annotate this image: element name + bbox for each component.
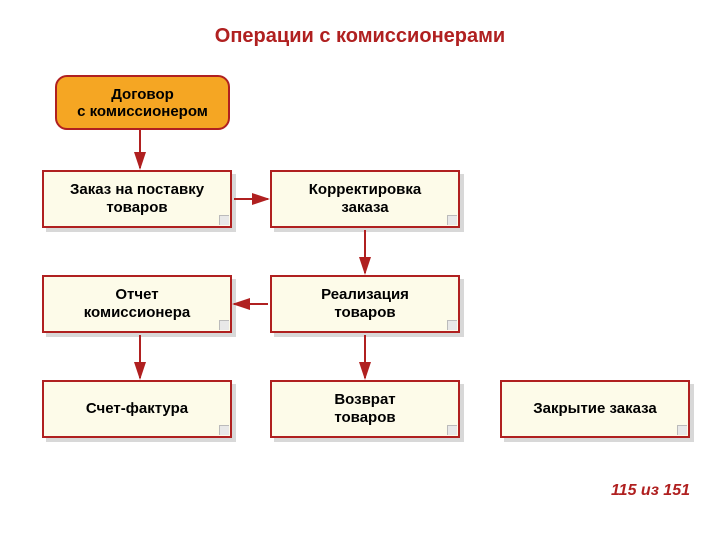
node-start-label: Договор с комиссионером — [77, 86, 208, 120]
node-order-label: Заказ на поставку товаров — [42, 170, 232, 228]
diagram-title: Операции с комиссионерами — [0, 25, 720, 48]
node-order: Заказ на поставку товаров — [42, 170, 232, 228]
node-close: Закрытие заказа — [500, 380, 690, 438]
node-report-label: Отчет комиссионера — [42, 275, 232, 333]
node-invoice: Счет-фактура — [42, 380, 232, 438]
node-close-label: Закрытие заказа — [500, 380, 690, 438]
node-correct-label: Корректировка заказа — [270, 170, 460, 228]
node-invoice-label: Счет-фактура — [42, 380, 232, 438]
node-return-label: Возврат товаров — [270, 380, 460, 438]
node-return: Возврат товаров — [270, 380, 460, 438]
node-real-label: Реализация товаров — [270, 275, 460, 333]
node-real: Реализация товаров — [270, 275, 460, 333]
node-correct: Корректировка заказа — [270, 170, 460, 228]
page-number: 115 из 151 — [611, 482, 690, 500]
node-report: Отчет комиссионера — [42, 275, 232, 333]
node-start: Договор с комиссионером — [55, 75, 230, 130]
